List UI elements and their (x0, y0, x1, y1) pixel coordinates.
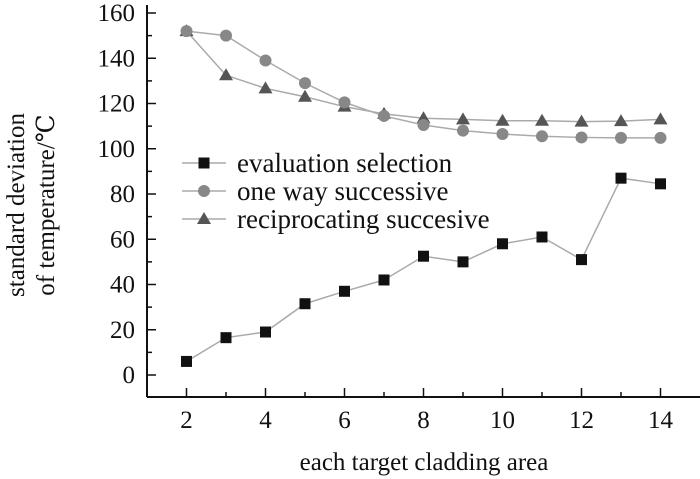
data-point (653, 112, 668, 125)
x-tick-label: 6 (338, 407, 351, 434)
y-tick-label: 140 (98, 45, 136, 72)
legend-label: reciprocating succesive (237, 204, 490, 234)
data-point (378, 274, 390, 286)
y-tick-label: 20 (110, 317, 135, 344)
y-tick-label: 0 (123, 362, 136, 389)
series-evaluation-selection (181, 172, 666, 367)
data-point (418, 250, 429, 262)
x-tick-label: 12 (569, 407, 594, 434)
x-tick-label: 2 (180, 407, 193, 434)
data-point (180, 25, 193, 38)
data-point (497, 238, 508, 250)
y-axis-title-line-1: standard deviation (3, 113, 30, 297)
x-tick-label: 4 (259, 407, 272, 434)
data-point (575, 131, 588, 144)
legend-item: reciprocating succesive (182, 204, 490, 234)
data-point (219, 68, 233, 81)
x-tick-label: 14 (648, 407, 674, 434)
data-point (654, 131, 667, 144)
data-point (614, 114, 628, 127)
series-one-way-successive (180, 25, 667, 144)
data-point (299, 77, 311, 90)
x-tick-label: 8 (417, 407, 430, 434)
data-point (220, 332, 232, 344)
legend-item: one way successive (182, 176, 448, 206)
legend-marker (198, 185, 210, 197)
data-point (495, 113, 510, 126)
y-tick-label: 40 (110, 272, 135, 299)
y-tick-label: 160 (98, 0, 136, 27)
data-point (496, 128, 509, 141)
data-point (338, 96, 351, 109)
data-point (220, 29, 232, 42)
x-tick-label: 10 (490, 407, 515, 434)
data-point (615, 172, 627, 184)
data-point (655, 178, 666, 190)
legend-marker (197, 212, 211, 224)
y-tick-label: 100 (98, 136, 136, 163)
series-reciprocating-succesive (179, 24, 668, 127)
data-point (536, 130, 548, 143)
legend-marker (198, 157, 210, 169)
y-tick-label: 80 (110, 181, 135, 208)
y-axis-title-line-2: of temperature/℃ (33, 114, 60, 295)
legend-label: evaluation selection (237, 148, 453, 178)
data-point (457, 124, 469, 137)
data-point (615, 131, 627, 144)
legend-item: evaluation selection (182, 148, 453, 178)
y-tick-label: 60 (110, 226, 135, 253)
x-axis-title: each target cladding area (300, 449, 549, 476)
legend-label: one way successive (237, 176, 448, 206)
data-point (536, 231, 548, 243)
data-point (456, 112, 470, 125)
data-point (535, 113, 549, 126)
axes: 0 20 40 60 80 100 120 140 160 2 4 6 8 10 12 14 (98, 0, 700, 434)
data-point (417, 118, 430, 131)
data-point (299, 298, 311, 310)
series-layer (179, 24, 668, 367)
data-point (258, 81, 273, 94)
data-point (260, 326, 271, 338)
data-point (259, 54, 272, 67)
data-point (181, 355, 192, 367)
data-point (298, 89, 312, 102)
data-point (378, 109, 390, 122)
series-line (185, 30, 661, 123)
data-point (339, 285, 350, 297)
y-tick-label: 120 (98, 91, 136, 118)
data-point (574, 114, 589, 127)
data-point (576, 254, 587, 266)
data-point (457, 256, 469, 268)
